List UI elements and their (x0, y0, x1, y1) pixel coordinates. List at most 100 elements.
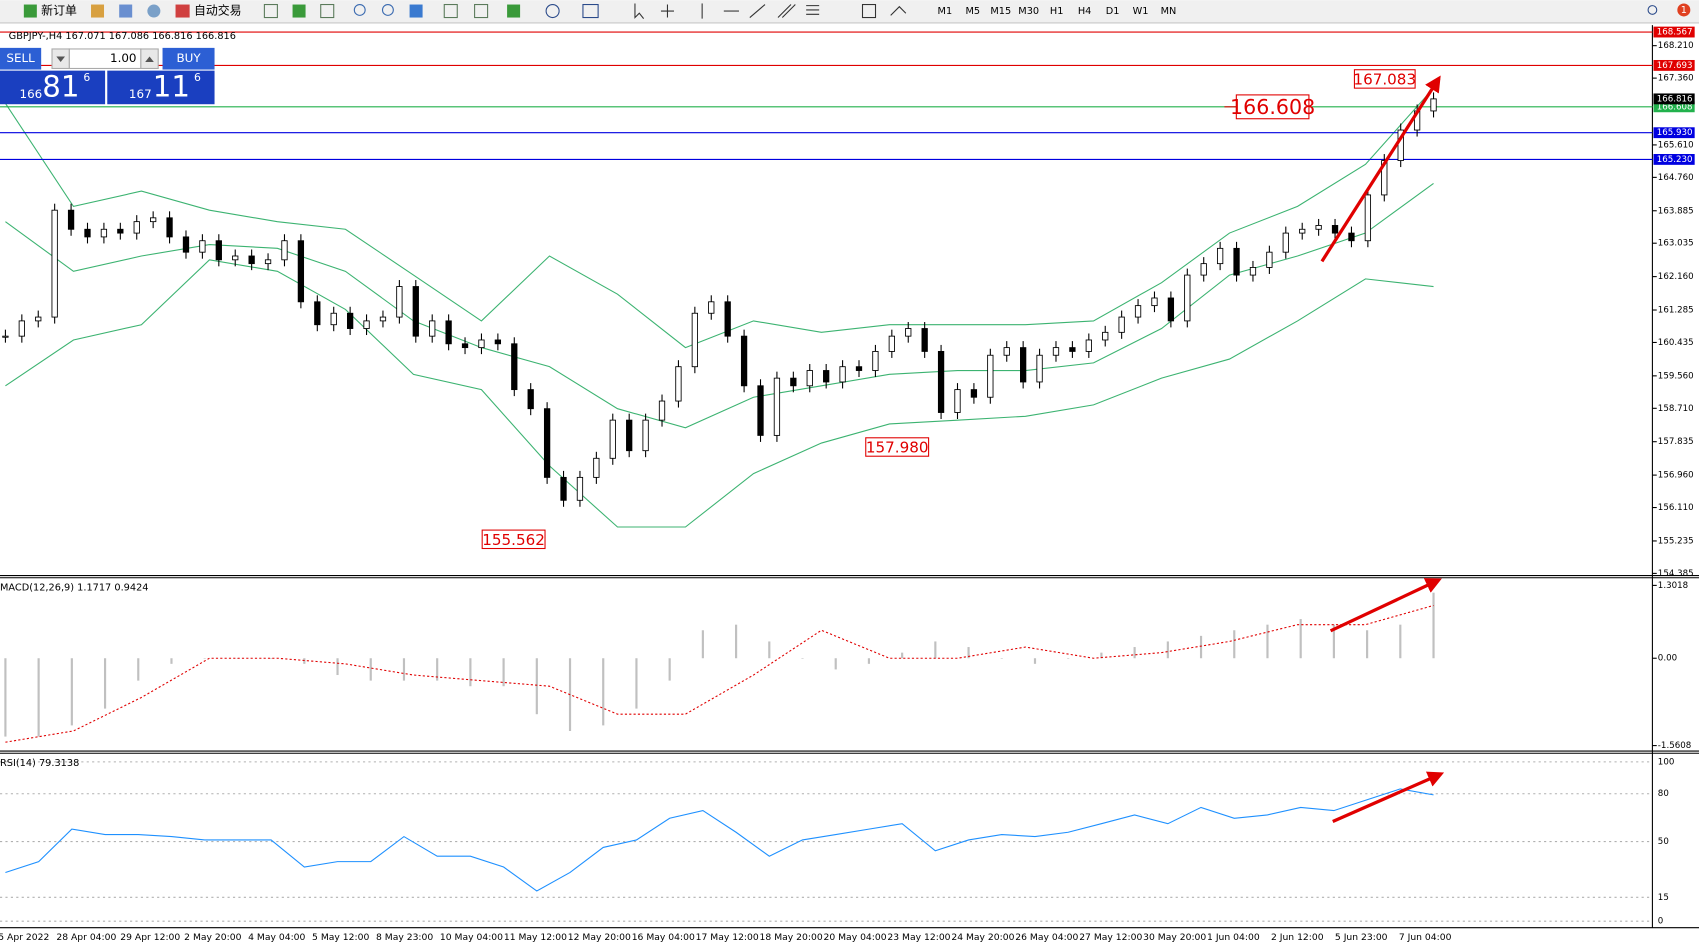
new-order-icon[interactable] (23, 4, 37, 18)
macd-bar (303, 658, 306, 664)
macd-bar (701, 630, 704, 659)
macd-bar (469, 658, 472, 687)
timeframe-button[interactable]: H1 (1050, 6, 1064, 17)
candle-body (1052, 347, 1060, 356)
y-tick-label: 165.610 (1658, 140, 1694, 150)
macd-bar (1000, 658, 1003, 659)
candle-body (1282, 232, 1289, 253)
macd-bar (436, 658, 439, 681)
candle-body (1151, 297, 1158, 307)
candle-body (232, 255, 239, 261)
timeframe-button[interactable]: H4 (1078, 6, 1092, 17)
candle-body (626, 419, 633, 452)
buy-label[interactable]: BUY (176, 51, 201, 65)
macd-bar (369, 658, 372, 681)
buy-price-box[interactable] (107, 70, 215, 105)
timeframe-button[interactable]: MN (1161, 6, 1177, 17)
annotation-label: 166.608 (1230, 95, 1315, 119)
y-tick-label: 0 (1658, 917, 1664, 927)
x-tick-label: 20 May 04:00 (823, 932, 886, 942)
price-tag (1653, 59, 1695, 71)
lot-value[interactable]: 1.00 (110, 51, 137, 65)
macd-bar (1266, 624, 1269, 659)
timeframe-button[interactable]: M5 (965, 6, 980, 17)
one-click-panel: SELL 1.00 BUY 166 81 6 167 11 6 (0, 47, 215, 105)
candle-body (215, 240, 222, 261)
candle-body (396, 286, 403, 318)
candle-body (1003, 347, 1010, 356)
macd-signal (5, 604, 1434, 743)
y-tick-label: 80 (1658, 789, 1669, 799)
candle-body (576, 476, 584, 501)
price-tag-label: 168.567 (1657, 28, 1693, 38)
candle-body (248, 255, 255, 265)
rsi-line (5, 788, 1434, 892)
y-tick-label: 162.160 (1658, 272, 1694, 282)
x-tick-label: 27 May 12:00 (1079, 932, 1142, 942)
timeframe-button[interactable]: M15 (990, 6, 1011, 17)
toolbar (0, 0, 1699, 23)
sell-label[interactable]: SELL (6, 51, 35, 65)
candle-body (1167, 297, 1175, 322)
trend-arrow (1329, 578, 1442, 633)
new-order-button[interactable]: 新订单 (41, 4, 77, 18)
timeframe-button[interactable]: M1 (938, 6, 953, 17)
sell-price-box[interactable] (0, 70, 106, 105)
macd-bar (70, 658, 73, 726)
y-tick-label: 163.885 (1658, 206, 1694, 216)
candle-body (1331, 225, 1339, 234)
y-tick-label: 168.210 (1658, 41, 1694, 51)
annotation-label: 155.562 (482, 531, 545, 549)
macd-bar (1233, 630, 1236, 659)
macd-bar (668, 658, 671, 681)
macd-bar (801, 658, 804, 659)
y-tick-label: 50 (1658, 837, 1669, 847)
notification-badge[interactable] (1677, 3, 1691, 17)
timeframe-button[interactable]: D1 (1106, 6, 1120, 17)
x-tick-label: 26 May 04:00 (1015, 932, 1078, 942)
bollinger-lower (5, 259, 1434, 528)
buy-button[interactable] (162, 47, 215, 70)
macd-bar (1332, 624, 1335, 659)
macd-title: MACD(12,26,9) 1.1717 0.9424 (0, 582, 148, 593)
candle-body (346, 312, 354, 329)
y-tick-label: 158.710 (1658, 404, 1694, 414)
auto-trading-button[interactable]: 自动交易 (194, 4, 242, 18)
auto-trading-icon[interactable] (175, 4, 190, 18)
candle-body (658, 400, 666, 421)
candle-body (182, 236, 190, 253)
candle-body (675, 366, 682, 402)
icon[interactable] (91, 4, 105, 18)
candle-body (888, 335, 895, 352)
x-tick-label: 16 May 04:00 (632, 932, 695, 942)
timeframe-button[interactable]: W1 (1133, 6, 1149, 17)
candle-body (609, 419, 616, 459)
price-tag-label: 167.693 (1657, 61, 1693, 71)
candle-body (199, 240, 206, 253)
candle-body (1036, 354, 1043, 383)
macd-bar (1199, 635, 1203, 659)
macd-bar (967, 647, 970, 659)
macd-bar (1432, 592, 1435, 659)
macd-bar (37, 658, 40, 737)
icon[interactable] (119, 4, 133, 18)
notification-count: 1 (1681, 5, 1687, 16)
candle-body (314, 301, 321, 326)
icon[interactable] (147, 4, 161, 18)
candle-body (790, 377, 797, 387)
search-icon[interactable] (1647, 5, 1658, 15)
candle-body (51, 209, 58, 318)
candle-body (330, 312, 337, 326)
y-tick-label: 15 (1658, 893, 1669, 903)
sell-button[interactable] (0, 47, 42, 70)
x-tick-label: 24 May 20:00 (951, 932, 1014, 942)
timeframe-button[interactable]: M30 (1018, 6, 1039, 17)
x-tick-label: 25 Apr 2022 (0, 932, 49, 942)
candle-body (691, 312, 698, 368)
macd-bar (1133, 647, 1136, 659)
last-price-tag (1653, 93, 1695, 105)
candle-body (1315, 225, 1322, 230)
macd-bar (834, 658, 837, 670)
macd-bar (1166, 641, 1169, 659)
